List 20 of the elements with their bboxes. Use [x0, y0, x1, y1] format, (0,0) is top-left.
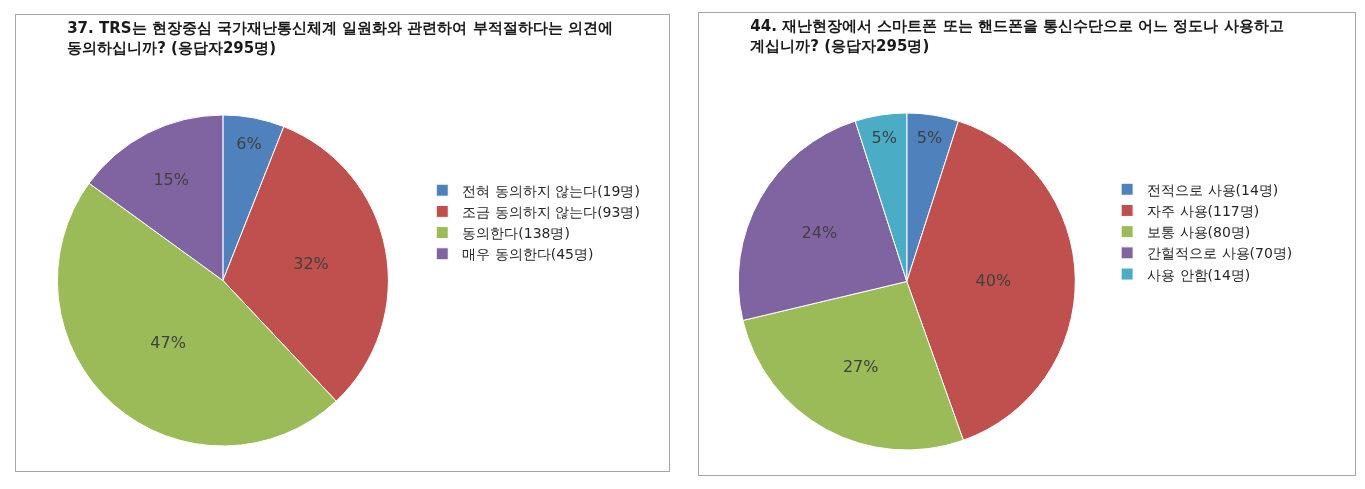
data-label: 24%	[801, 222, 838, 242]
legend-label: 사용 안함(14명)	[1147, 266, 1251, 283]
data-label: 5%	[916, 127, 943, 147]
legend-label: 자주 사용(117명)	[1147, 202, 1260, 219]
legend-label: 조금 동의하지 않는다(93명)	[462, 203, 640, 220]
legend-label: 보통 사용(80명)	[1147, 224, 1251, 241]
data-label: 15%	[153, 169, 190, 189]
data-label: 5%	[871, 127, 897, 147]
data-label: 6%	[236, 134, 262, 154]
legend-label: 간헐적으로 사용(70명)	[1147, 245, 1293, 262]
data-label: 27%	[842, 356, 879, 376]
legend-label: 매우 동의한다(45명)	[462, 246, 594, 263]
legend-label: 전혀 동의하지 않는다(19명)	[462, 182, 640, 199]
data-label: 47%	[150, 333, 186, 353]
chart-title: 37. TRS는 현장중심 국가재난통신체계 일원화와 관련하여 부적절하다는 의견에 동의하십니까? (응답자295명)	[67, 19, 613, 57]
legend-label: 전적으로 사용(14명)	[1147, 181, 1279, 198]
data-label: 40%	[975, 270, 1012, 290]
legend-label: 동의한다(138명)	[462, 225, 570, 242]
data-label: 32%	[293, 254, 329, 274]
chart-title: 44. 재난현장에서 스마트폰 또는 핸드폰을 통신수단으로 어느 정도나 사용하고 계십니까? (응답자295명)	[750, 17, 1284, 55]
